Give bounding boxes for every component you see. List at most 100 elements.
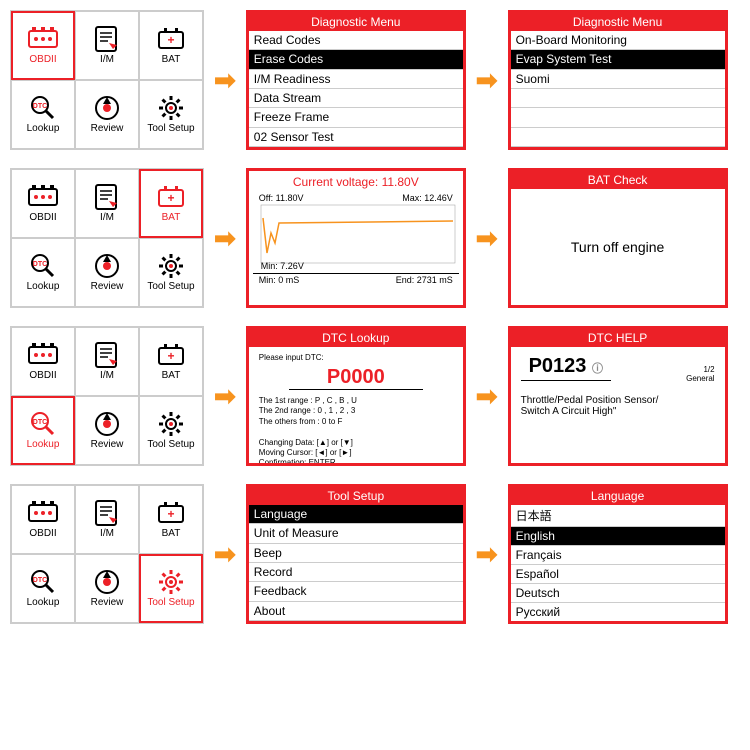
im-icon: [90, 500, 124, 526]
svg-text:DTC: DTC: [33, 103, 47, 110]
list-item[interactable]: On-Board Monitoring: [511, 31, 725, 50]
arrow-icon: ➡: [214, 65, 236, 96]
dtc-help: DTC HELPP0123 ⓘ1/2GeneralThrottle/Pedal …: [508, 326, 728, 466]
dtc-input[interactable]: P0000: [289, 366, 423, 390]
screen-header: Diagnostic Menu: [249, 13, 463, 31]
main-menu-grid: OBDIII/M+BAT DTCLookupReviewTool Setup: [10, 10, 204, 150]
arrow-icon: ➡: [476, 65, 498, 96]
list-item[interactable]: Español: [511, 565, 725, 584]
toolsetup-icon: [154, 411, 188, 437]
list-item[interactable]: Erase Codes: [249, 50, 463, 69]
list-item[interactable]: About: [249, 602, 463, 621]
menu-obdii[interactable]: OBDII: [11, 11, 75, 80]
screen: Diagnostic MenuOn-Board MonitoringEvap S…: [508, 10, 728, 150]
screen-header: Tool Setup: [249, 487, 463, 505]
menu-bat[interactable]: +BAT: [139, 169, 203, 238]
voltage-chart: Current voltage: 11.80VOff: 11.80VMax: 1…: [246, 168, 466, 308]
bat-icon: +: [154, 26, 188, 52]
menu-review[interactable]: Review: [75, 80, 139, 149]
main-menu-grid: OBDIII/M+BAT DTCLookupReviewTool Setup: [10, 168, 204, 308]
menu-lookup[interactable]: DTCLookup: [11, 396, 75, 465]
menu-toolsetup[interactable]: Tool Setup: [139, 238, 203, 307]
list-item[interactable]: English: [511, 527, 725, 546]
svg-text:+: +: [167, 33, 174, 47]
list-item[interactable]: Feedback: [249, 582, 463, 601]
svg-text:DTC: DTC: [33, 577, 47, 584]
list-item[interactable]: [511, 128, 725, 147]
arrow-icon: ➡: [214, 539, 236, 570]
list-item[interactable]: Evap System Test: [511, 50, 725, 69]
menu-toolsetup[interactable]: Tool Setup: [139, 554, 203, 623]
review-icon: [90, 411, 124, 437]
screen: Diagnostic MenuRead CodesErase CodesI/M …: [246, 10, 466, 150]
menu-toolsetup[interactable]: Tool Setup: [139, 80, 203, 149]
list-item[interactable]: I/M Readiness: [249, 70, 463, 89]
menu-bat[interactable]: +BAT: [139, 485, 203, 554]
main-menu-grid: OBDIII/M+BAT DTCLookupReviewTool Setup: [10, 484, 204, 624]
list-item[interactable]: 日本語: [511, 505, 725, 527]
obdii-icon: [26, 342, 60, 368]
menu-obdii[interactable]: OBDII: [11, 327, 75, 396]
screen: Tool SetupLanguageUnit of MeasureBeepRec…: [246, 484, 466, 624]
list-item[interactable]: [511, 89, 725, 108]
svg-text:+: +: [167, 191, 174, 205]
list-item[interactable]: Français: [511, 546, 725, 565]
lookup-icon: DTC: [26, 569, 60, 595]
lookup-icon: DTC: [26, 411, 60, 437]
list-item[interactable]: Freeze Frame: [249, 108, 463, 127]
svg-text:DTC: DTC: [33, 419, 47, 426]
bat-icon: +: [154, 342, 188, 368]
list-item[interactable]: Read Codes: [249, 31, 463, 50]
list-item[interactable]: Language: [249, 505, 463, 524]
list-item[interactable]: Unit of Measure: [249, 524, 463, 543]
toolsetup-icon: [154, 569, 188, 595]
obdii-icon: [26, 184, 60, 210]
im-icon: [90, 342, 124, 368]
im-icon: [90, 26, 124, 52]
bat-icon: +: [154, 184, 188, 210]
menu-obdii[interactable]: OBDII: [11, 485, 75, 554]
svg-text:+: +: [167, 349, 174, 363]
im-icon: [90, 184, 124, 210]
menu-bat[interactable]: +BAT: [139, 327, 203, 396]
lookup-icon: DTC: [26, 253, 60, 279]
menu-review[interactable]: Review: [75, 238, 139, 307]
toolsetup-icon: [154, 95, 188, 121]
dtc-lookup: DTC LookupPlease input DTC:P0000The 1st …: [246, 326, 466, 466]
menu-lookup[interactable]: DTCLookup: [11, 238, 75, 307]
arrow-icon: ➡: [214, 223, 236, 254]
review-icon: [90, 569, 124, 595]
menu-review[interactable]: Review: [75, 396, 139, 465]
list-item[interactable]: [511, 108, 725, 127]
screen: Language日本語EnglishFrançaisEspañolDeutsch…: [508, 484, 728, 624]
menu-lookup[interactable]: DTCLookup: [11, 80, 75, 149]
list-item[interactable]: 02 Sensor Test: [249, 128, 463, 147]
obdii-icon: [26, 500, 60, 526]
arrow-icon: ➡: [476, 223, 498, 254]
menu-toolsetup[interactable]: Tool Setup: [139, 396, 203, 465]
menu-im[interactable]: I/M: [75, 327, 139, 396]
screen: BAT CheckTurn off engine: [508, 168, 728, 308]
lookup-icon: DTC: [26, 95, 60, 121]
menu-im[interactable]: I/M: [75, 169, 139, 238]
list-item[interactable]: Record: [249, 563, 463, 582]
list-item[interactable]: Data Stream: [249, 89, 463, 108]
list-item[interactable]: Suomi: [511, 70, 725, 89]
menu-review[interactable]: Review: [75, 554, 139, 623]
list-item[interactable]: Beep: [249, 544, 463, 563]
menu-obdii[interactable]: OBDII: [11, 169, 75, 238]
arrow-icon: ➡: [214, 381, 236, 412]
toolsetup-icon: [154, 253, 188, 279]
main-menu-grid: OBDIII/M+BAT DTCLookupReviewTool Setup: [10, 326, 204, 466]
menu-im[interactable]: I/M: [75, 11, 139, 80]
obdii-icon: [26, 26, 60, 52]
list-item[interactable]: Deutsch: [511, 584, 725, 603]
screen-header: Diagnostic Menu: [511, 13, 725, 31]
arrow-icon: ➡: [476, 539, 498, 570]
review-icon: [90, 253, 124, 279]
menu-im[interactable]: I/M: [75, 485, 139, 554]
menu-lookup[interactable]: DTCLookup: [11, 554, 75, 623]
list-item[interactable]: Русский: [511, 603, 725, 622]
menu-bat[interactable]: +BAT: [139, 11, 203, 80]
screen-header: Language: [511, 487, 725, 505]
